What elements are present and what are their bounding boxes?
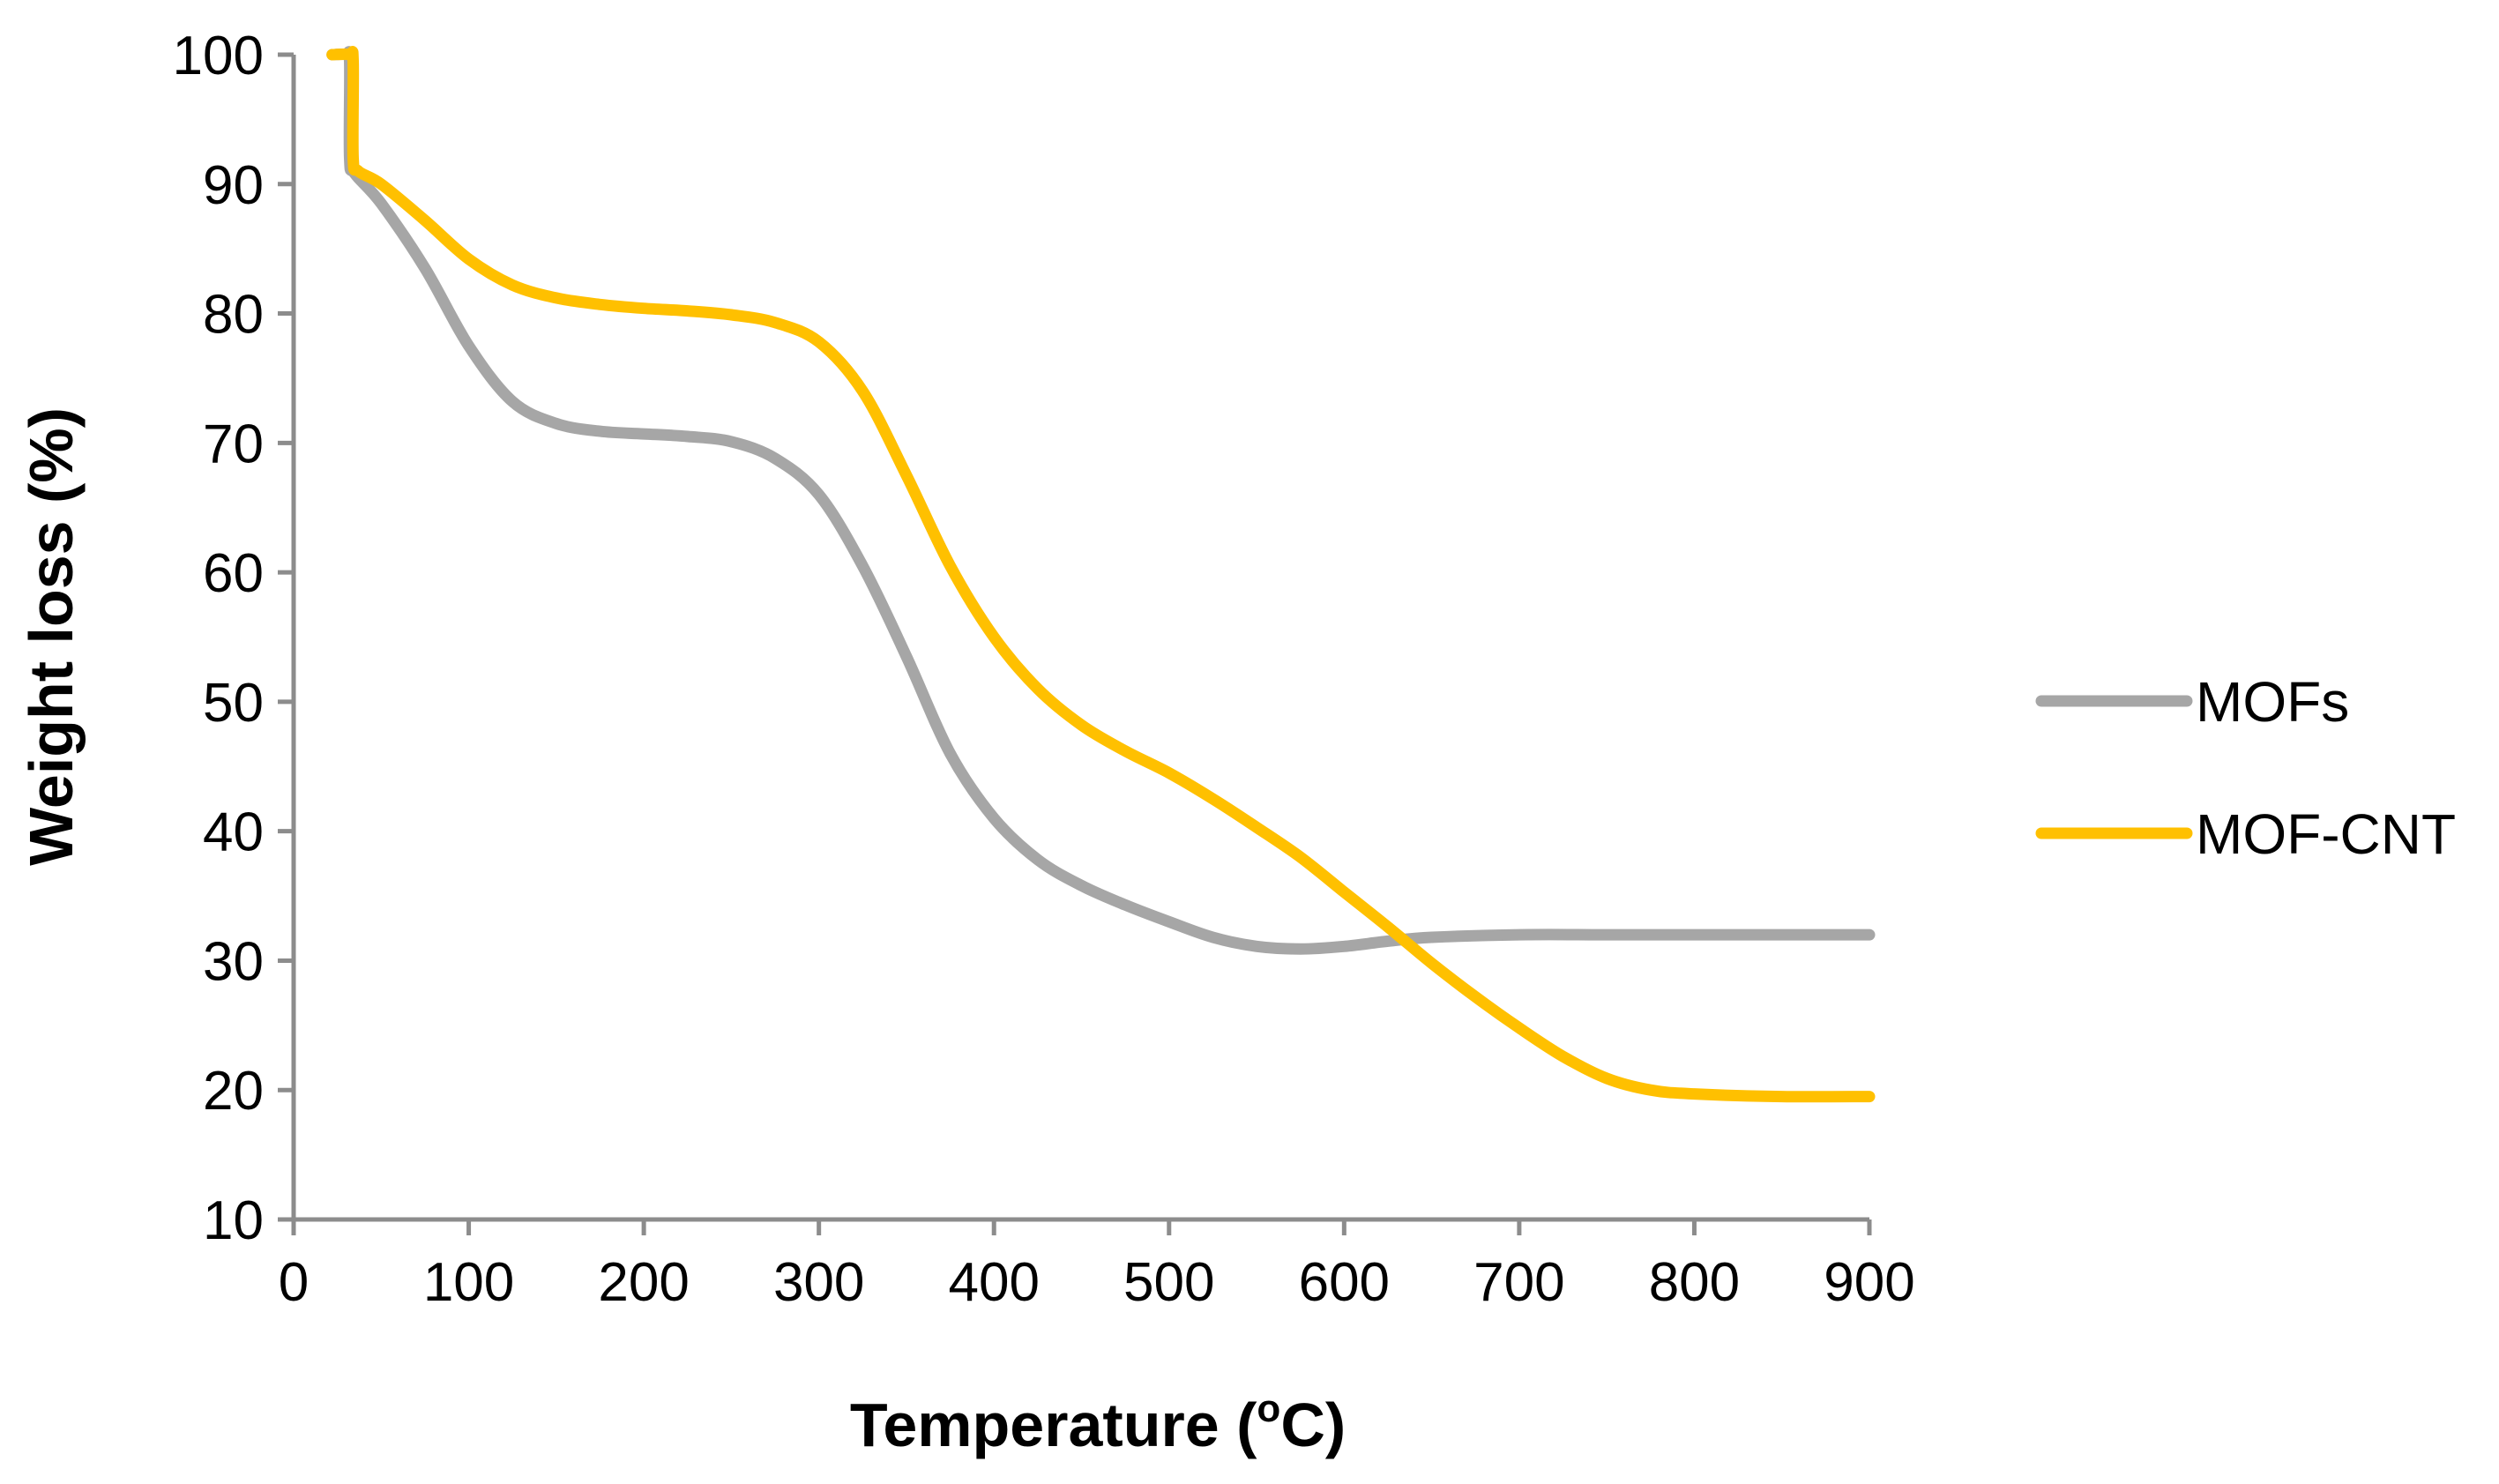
x-axis-ticks: 0 100 200 300 400 500 600 700 800 900 bbox=[279, 1219, 1915, 1313]
x-axis-title: Temperature (oC) bbox=[850, 1387, 1346, 1459]
x-tick-label: 100 bbox=[423, 1252, 514, 1313]
axes: 0 100 200 300 400 500 600 700 800 900 10 20 30 40 50 6… bbox=[173, 26, 1915, 1313]
y-tick-label: 100 bbox=[173, 26, 264, 86]
x-tick-label: 800 bbox=[1649, 1252, 1740, 1313]
x-axis-title-unit: C) bbox=[1280, 1391, 1346, 1459]
y-tick-label: 80 bbox=[203, 285, 264, 346]
y-tick-label: 10 bbox=[203, 1190, 264, 1251]
x-axis-title-superscript: o bbox=[1257, 1387, 1280, 1430]
series-line-mof-cnt bbox=[326, 46, 1876, 1103]
y-tick-label: 40 bbox=[203, 802, 264, 863]
x-tick-label: 900 bbox=[1824, 1252, 1914, 1313]
x-tick-label: 300 bbox=[773, 1252, 864, 1313]
x-tick-label: 200 bbox=[598, 1252, 689, 1313]
legend-label: MOF-CNT bbox=[2196, 802, 2456, 866]
y-tick-label: 50 bbox=[203, 673, 264, 734]
y-tick-label: 60 bbox=[203, 543, 264, 604]
legend-label: MOFs bbox=[2196, 670, 2349, 734]
y-axis-title: Weight loss (%) bbox=[17, 407, 86, 866]
legend: MOFs MOF-CNT bbox=[2035, 670, 2456, 866]
x-axis-title-text: Temperature ( bbox=[850, 1391, 1257, 1459]
y-axis-ticks: 10 20 30 40 50 60 70 80 90 100 bbox=[173, 26, 294, 1251]
x-tick-label: 500 bbox=[1123, 1252, 1214, 1313]
y-tick-label: 70 bbox=[203, 414, 264, 474]
x-tick-label: 400 bbox=[948, 1252, 1039, 1313]
x-tick-label: 700 bbox=[1473, 1252, 1564, 1313]
x-tick-label: 0 bbox=[279, 1252, 309, 1313]
series-line-mofs bbox=[326, 46, 1876, 955]
x-tick-label: 600 bbox=[1299, 1252, 1390, 1313]
y-tick-label: 30 bbox=[203, 931, 264, 992]
series-lines bbox=[326, 46, 1876, 1103]
y-tick-label: 20 bbox=[203, 1061, 264, 1122]
y-tick-label: 90 bbox=[203, 155, 264, 216]
